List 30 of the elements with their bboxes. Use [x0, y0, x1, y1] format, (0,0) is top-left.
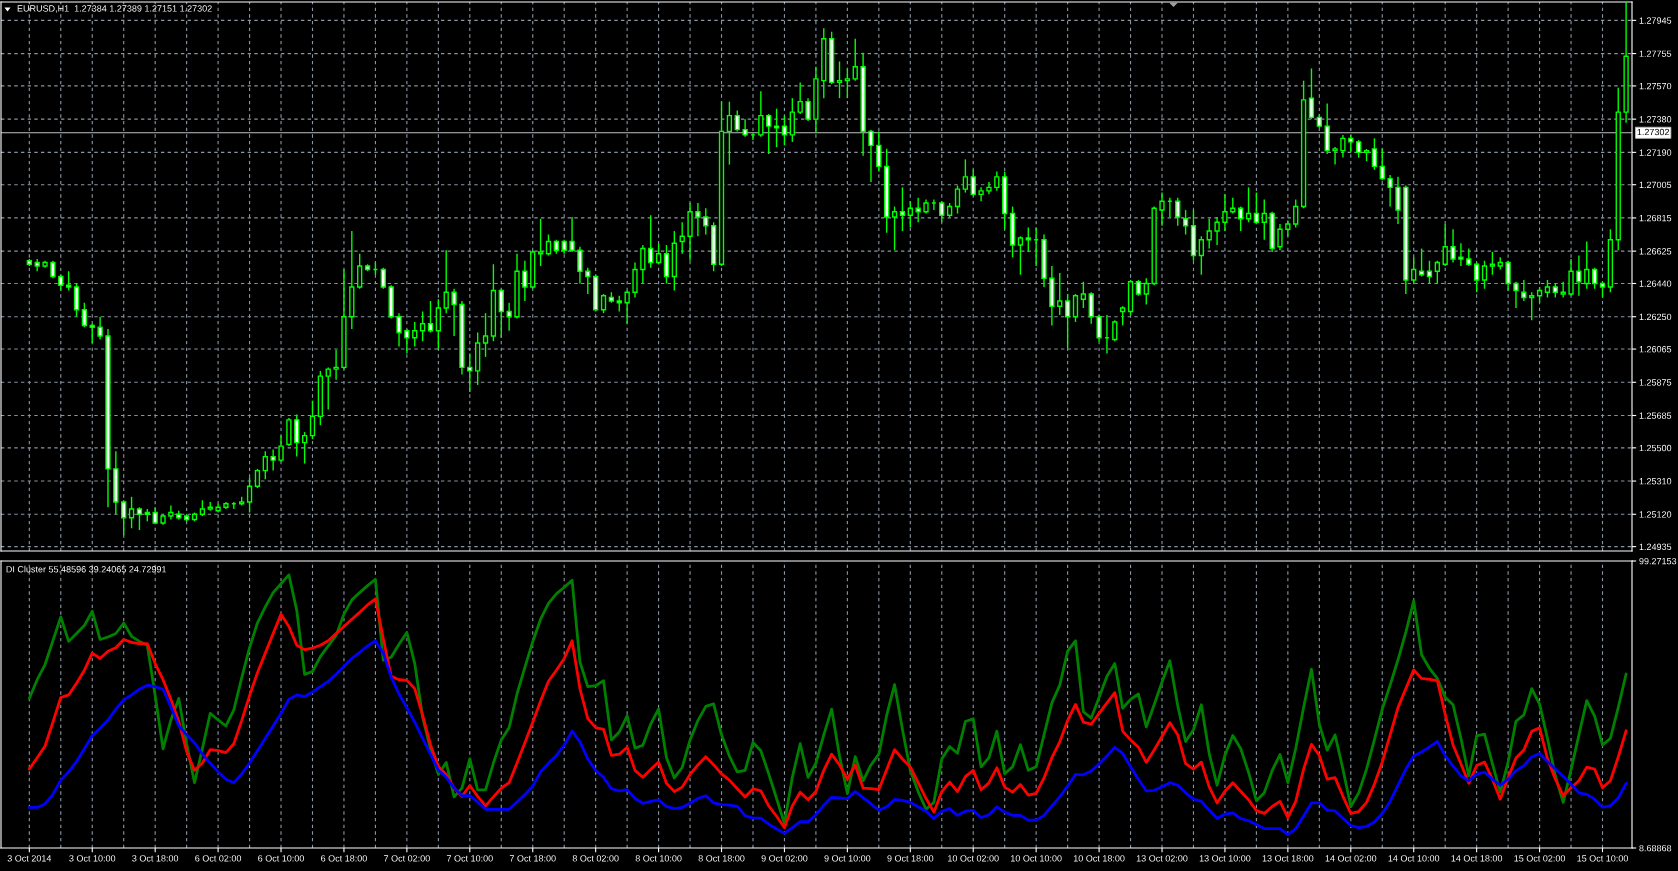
- x-tick-label: 15 Oct 10:00: [1577, 855, 1628, 862]
- x-tick-label: 13 Oct 18:00: [1262, 855, 1314, 862]
- x-tick-label: 7 Oct 10:00: [446, 855, 493, 862]
- x-tick-label: 14 Oct 18:00: [1451, 855, 1503, 862]
- x-tick-label: 10 Oct 02:00: [948, 855, 999, 862]
- x-tick-label: 14 Oct 02:00: [1325, 855, 1377, 862]
- x-tick-label: 7 Oct 02:00: [384, 855, 430, 862]
- x-tick-label: 3 Oct 2014: [7, 855, 52, 862]
- x-tick-label: 10 Oct 18:00: [1073, 855, 1125, 862]
- x-tick-label: 13 Oct 10:00: [1199, 855, 1251, 862]
- x-tick-label: 7 Oct 18:00: [509, 855, 556, 862]
- x-tick-label: 13 Oct 02:00: [1136, 855, 1188, 862]
- x-tick-label: 9 Oct 02:00: [761, 855, 808, 862]
- x-tick-label: 6 Oct 10:00: [258, 855, 305, 862]
- x-tick-label: 8 Oct 02:00: [572, 855, 619, 862]
- x-tick-label: 3 Oct 18:00: [132, 855, 179, 862]
- x-tick-label: 14 Oct 10:00: [1388, 855, 1440, 862]
- x-tick-label: 6 Oct 18:00: [321, 855, 367, 862]
- x-tick-label: 8 Oct 10:00: [635, 855, 682, 862]
- y-tick-label: 8.68868: [1639, 844, 1672, 852]
- line-series: [27, 639, 1628, 837]
- x-tick-label: 9 Oct 18:00: [887, 855, 934, 862]
- y-tick-label: 99.27153: [1639, 557, 1677, 565]
- x-tick-label: 9 Oct 10:00: [824, 855, 871, 862]
- chart-title: DI Cluster 55.48596 39.24065 24.72991: [6, 565, 167, 573]
- x-tick-label: 6 Oct 02:00: [195, 855, 242, 862]
- x-tick-label: 8 Oct 18:00: [698, 855, 745, 862]
- x-tick-label: 15 Oct 02:00: [1514, 855, 1566, 862]
- x-tick-label: 3 Oct 10:00: [69, 855, 116, 862]
- x-tick-label: 10 Oct 10:00: [1011, 855, 1062, 862]
